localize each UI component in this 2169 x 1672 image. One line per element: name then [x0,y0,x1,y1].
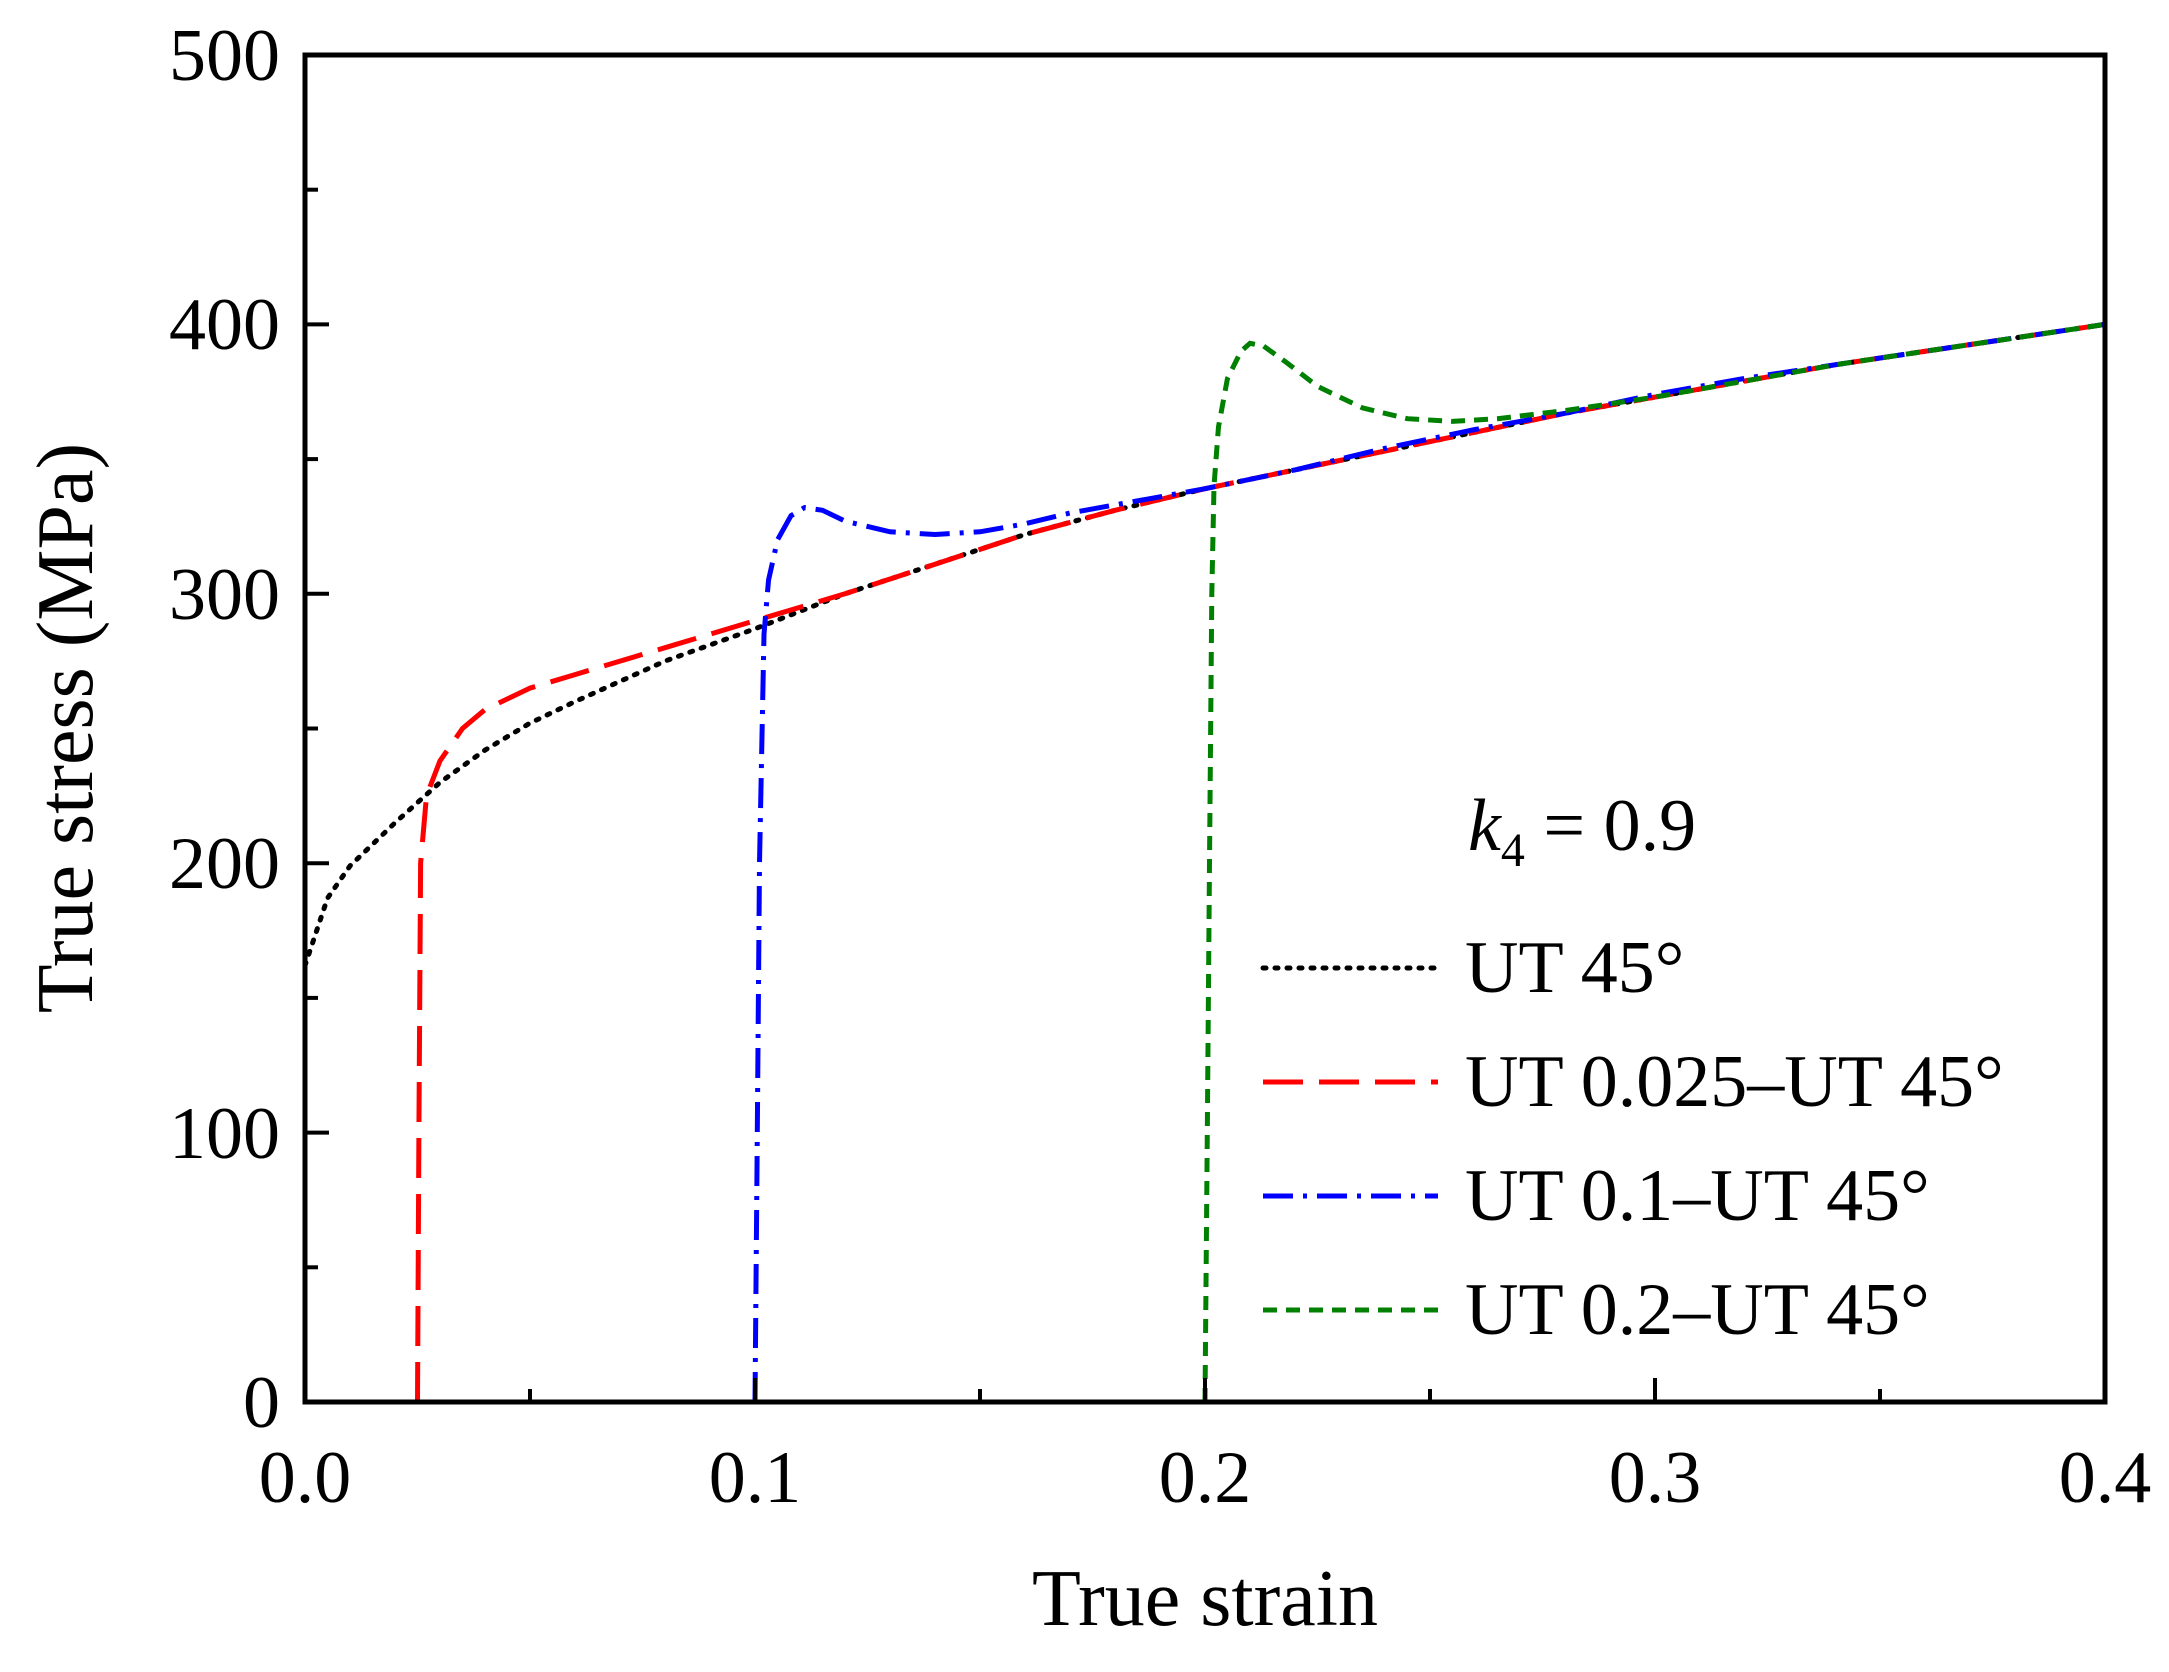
y-axis-title: True stress (MPa) [22,443,110,1013]
k4-symbol: k [1468,785,1502,867]
k4-annotation: k4 = 0.9 [1468,785,1696,877]
series-line-0 [305,321,2105,969]
y-tick-label: 400 [169,284,280,366]
y-tick-label: 200 [169,823,280,905]
x-axis-title: True strain [1032,1555,1378,1643]
series-line-1 [415,321,2105,1402]
y-tick-label: 0 [243,1362,280,1444]
series-line-2 [752,321,2105,1402]
y-tick-label: 300 [169,554,280,636]
x-axis-ticks [303,1378,2107,1402]
x-tick-label: 0.3 [1609,1437,1702,1519]
x-tick-label: 0.2 [1159,1437,1252,1519]
series-line-3 [1202,321,2105,1402]
legend-label-ut45: UT 45° [1465,927,1684,1009]
series-layer [305,321,2105,1402]
y-tick-label: 500 [169,15,280,97]
x-tick-label: 0.0 [259,1437,352,1519]
k4-value: = 0.9 [1525,785,1696,867]
legend-label-ut01: UT 0.1–UT 45° [1465,1155,1930,1237]
legend-label-ut02: UT 0.2–UT 45° [1465,1269,1930,1351]
y-tick-label: 100 [169,1093,280,1175]
legend: UT 45° UT 0.025–UT 45° UT 0.1–UT 45° UT … [1260,927,2004,1351]
x-tick-label: 0.4 [2059,1437,2152,1519]
k4-subscript: 4 [1501,824,1525,877]
legend-label-ut0025: UT 0.025–UT 45° [1465,1041,2004,1123]
y-axis-ticks [305,53,329,1404]
x-tick-label: 0.1 [709,1437,802,1519]
